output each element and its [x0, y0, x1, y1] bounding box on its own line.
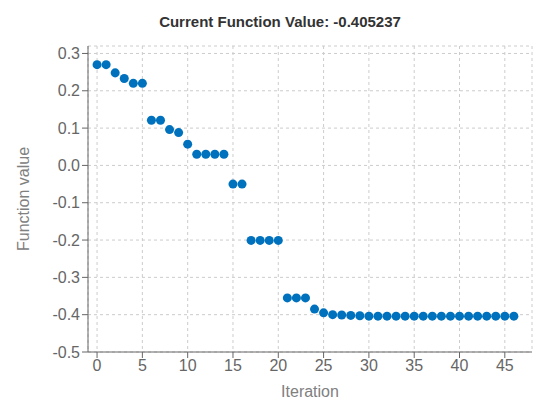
svg-text:0.2: 0.2 [58, 82, 80, 99]
svg-text:35: 35 [405, 357, 423, 374]
svg-text:-0.4: -0.4 [52, 306, 80, 323]
svg-text:-0.1: -0.1 [52, 194, 80, 211]
html-text:Current Function Value: -0.405: Current Function Value: -0.405237 [159, 13, 401, 30]
svg-text:25: 25 [315, 357, 333, 374]
svg-text:0: 0 [93, 357, 102, 374]
svg-text:40: 40 [451, 357, 469, 374]
svg-text:45: 45 [496, 357, 514, 374]
svg-text:0.3: 0.3 [58, 45, 80, 62]
svg-text:15: 15 [224, 357, 242, 374]
svg-text:10: 10 [179, 357, 197, 374]
svg-text:30: 30 [360, 357, 378, 374]
svg-text:20: 20 [269, 357, 287, 374]
svg-text:0.1: 0.1 [58, 120, 80, 137]
svg-text:5: 5 [138, 357, 147, 374]
svg-text:0.0: 0.0 [58, 157, 80, 174]
svg-text:Iteration: Iteration [281, 383, 339, 400]
svg-text:Function value: Function value [15, 147, 32, 251]
svg-text:-0.2: -0.2 [52, 232, 80, 249]
svg-text:-0.3: -0.3 [52, 269, 80, 286]
svg-text:-0.5: -0.5 [52, 344, 80, 361]
